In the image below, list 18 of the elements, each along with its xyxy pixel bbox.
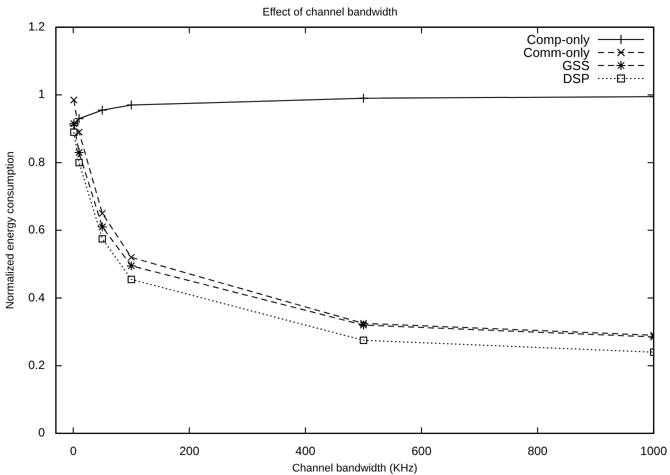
x-tick-label: 1000 — [640, 444, 668, 458]
chart-title: Effect of channel bandwidth — [262, 6, 398, 19]
legend-label: DSP — [562, 71, 590, 86]
y-tick-label: 1.2 — [28, 20, 46, 34]
y-tick-label: 0 — [38, 426, 46, 440]
y-axis-title: Normalized energy consumption — [4, 151, 17, 310]
y-tick-label: 0.6 — [28, 222, 46, 237]
y-tick-label: 0.4 — [28, 290, 46, 304]
x-axis-title: Channel bandwidth (KHz) — [292, 462, 418, 474]
legend-label: Comp-only — [526, 32, 590, 48]
y-tick-label: 0.2 — [28, 358, 46, 372]
x-tick-label: 200 — [179, 444, 200, 458]
x-tick-label: 400 — [295, 444, 316, 458]
y-tick-label: 1 — [38, 87, 46, 102]
x-tick-label: 600 — [411, 444, 432, 458]
x-tick-label: 0 — [70, 444, 77, 458]
y-tick-label: 0.8 — [28, 154, 46, 169]
x-tick-label: 800 — [528, 444, 548, 458]
